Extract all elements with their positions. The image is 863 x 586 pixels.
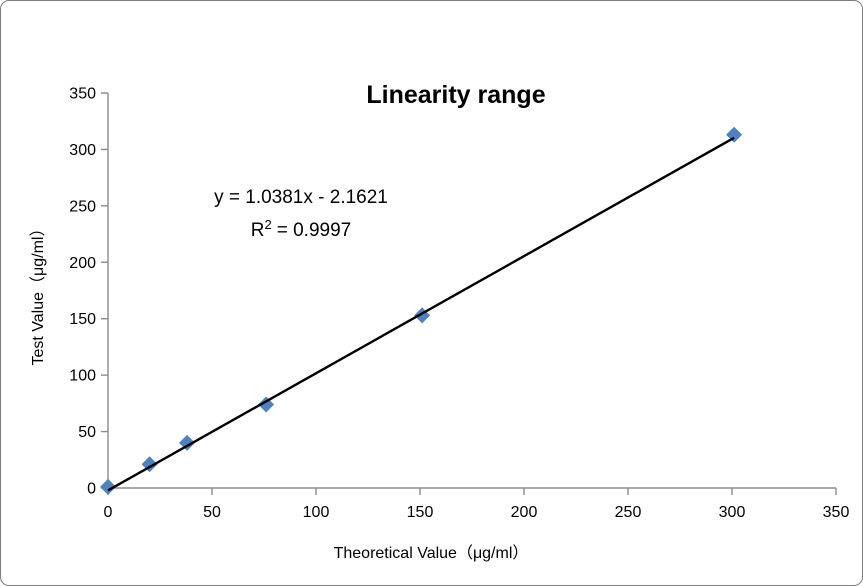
data-series xyxy=(100,126,743,495)
x-axis-title: Theoretical Value（μg/ml） xyxy=(334,544,529,562)
r-squared-base: R xyxy=(251,220,265,241)
y-tick-label: 300 xyxy=(69,142,96,159)
x-axis-ticks: 0 50 100 150 200 250 300 350 xyxy=(104,488,850,521)
y-axis-title: Test Value（μg/ml） xyxy=(29,221,47,366)
trendline-equation: y = 1.0381x - 2.1621 xyxy=(214,187,388,208)
x-tick-label: 100 xyxy=(303,504,330,521)
y-axis-ticks: 0 50 100 150 200 250 300 350 xyxy=(69,86,108,498)
y-tick-label: 0 xyxy=(87,481,96,498)
data-point xyxy=(100,478,116,495)
y-tick-label: 100 xyxy=(69,368,96,385)
x-tick-label: 150 xyxy=(407,504,434,521)
x-tick-label: 200 xyxy=(511,504,538,521)
x-tick-label: 0 xyxy=(104,504,113,521)
x-tick-label: 300 xyxy=(719,504,746,521)
x-tick-label: 250 xyxy=(615,504,642,521)
trendline xyxy=(107,136,735,492)
y-tick-label: 50 xyxy=(78,424,96,441)
y-tick-label: 150 xyxy=(69,311,96,328)
y-tick-label: 250 xyxy=(69,198,96,215)
x-tick-label: 50 xyxy=(203,504,221,521)
chart-title: Linearity range xyxy=(366,81,545,109)
r-squared-value: = 0.9997 xyxy=(277,220,352,241)
x-tick-label: 350 xyxy=(823,504,850,521)
y-tick-label: 200 xyxy=(69,255,96,272)
trendline-r-squared: R2 = 0.9997 xyxy=(251,217,351,241)
y-tick-label: 350 xyxy=(69,86,96,103)
r-squared-superscript: 2 xyxy=(265,217,272,232)
